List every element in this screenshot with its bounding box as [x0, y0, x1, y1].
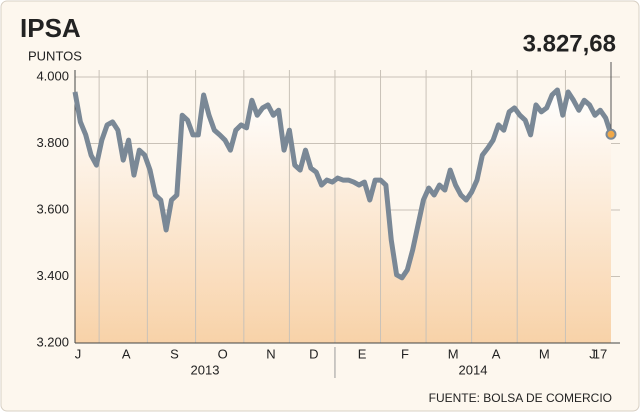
area — [75, 89, 611, 343]
year-label: 2014 — [459, 362, 488, 377]
line — [72, 87, 614, 281]
end-point — [605, 128, 617, 140]
value-label: 3.827,68 — [523, 30, 616, 57]
x-tick-label: J — [589, 346, 596, 361]
x-tick-label: E — [358, 346, 367, 361]
source: FUENTE: BOLSA DE COMERCIO — [429, 391, 612, 405]
x-tick-label: S — [170, 346, 179, 361]
x-tick-label: 17 — [593, 346, 607, 361]
x-tick-label: F — [401, 346, 409, 361]
y-tick-label: 4.000 — [36, 68, 69, 83]
x-tick-label: O — [218, 346, 228, 361]
x-tick-label: A — [492, 346, 501, 361]
x-tick-label: J — [75, 346, 82, 361]
x-tick-label: M — [539, 346, 550, 361]
x-tick-label: A — [122, 346, 131, 361]
y-tick-label: 3.400 — [36, 268, 69, 283]
chart-title: IPSA — [20, 13, 81, 43]
x-tick-label: D — [309, 346, 318, 361]
y-tick-label: 3.800 — [36, 135, 69, 150]
y-tick-label: 3.200 — [36, 334, 69, 349]
x-tick-label: N — [266, 346, 275, 361]
year-label: 2013 — [191, 362, 220, 377]
x-tick-label: M — [448, 346, 459, 361]
y-tick-label: 3.600 — [36, 201, 69, 216]
subtitle: PUNTOS — [28, 48, 82, 63]
plot-area: 3.200 3.400 3.600 3.800 4.000 3.827,68 J A S O N D E… — [36, 30, 620, 378]
